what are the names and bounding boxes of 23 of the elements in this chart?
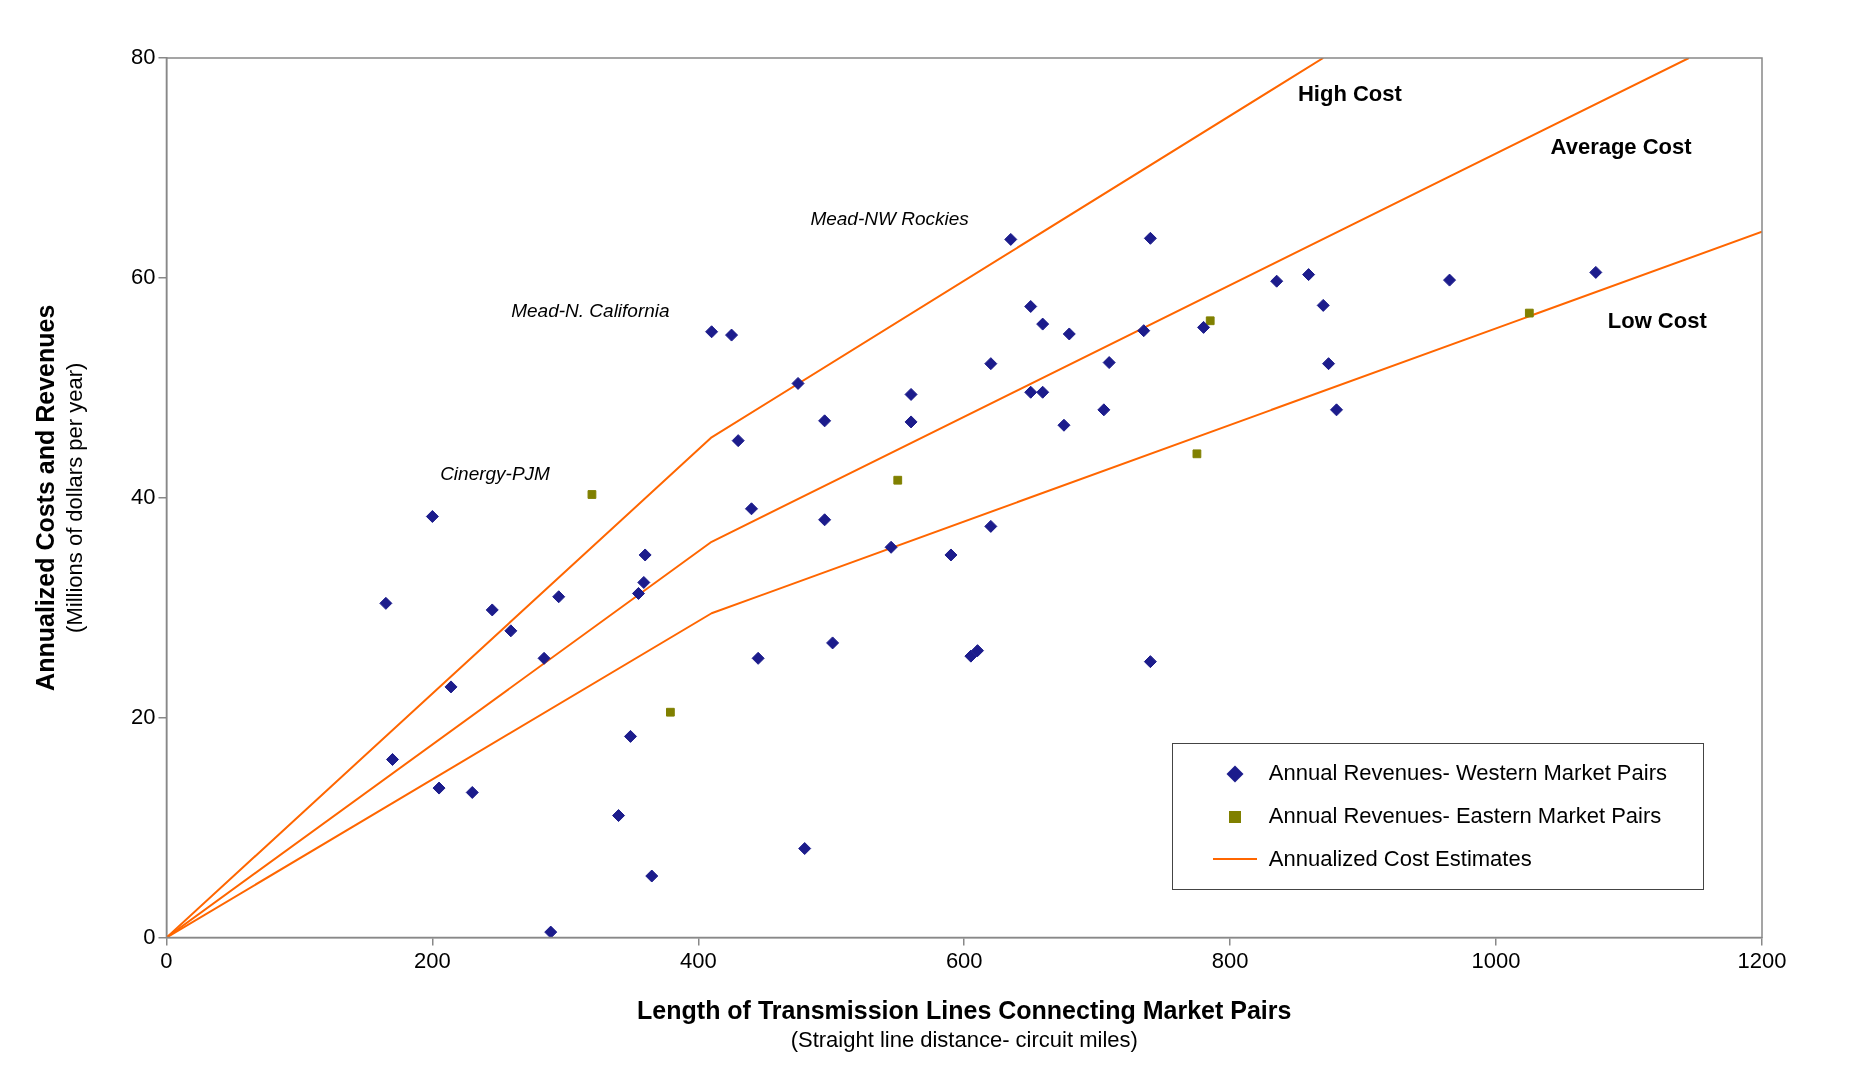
x-tick-label: 0 — [160, 947, 173, 973]
x-tick-label: 1200 — [1737, 947, 1787, 973]
legend-label: Annualized Cost Estimates — [1268, 846, 1532, 873]
x-tick-label: 400 — [679, 947, 717, 973]
y-tick-label: 40 — [130, 483, 156, 509]
x-tick-label: 600 — [945, 947, 983, 973]
annotation: Mead-N. California — [511, 300, 670, 322]
y-axis-title: Annualized Costs and Revenues (Millions of dollars per year) — [30, 304, 87, 691]
legend-label: Annual Revenues- Eastern Market Pairs — [1268, 803, 1662, 830]
annotation: High Cost — [1297, 81, 1403, 107]
legend-label: Annual Revenues- Western Market Pairs — [1268, 760, 1667, 787]
x-tick-label: 200 — [414, 947, 451, 973]
annotation: Cinergy-PJM — [440, 462, 551, 484]
annotation: Average Cost — [1550, 134, 1693, 160]
annotation: Mead-NW Rockies — [810, 207, 970, 229]
x-axis-title: Length of Transmission Lines Connecting Market Pairs (Straight line distance- circuit miles) — [637, 995, 1292, 1052]
x-tick-label: 1000 — [1471, 947, 1521, 973]
y-tick-label: 80 — [130, 44, 156, 70]
y-tick-label: 60 — [130, 263, 156, 289]
y-tick-label: 20 — [130, 703, 156, 729]
x-tick-label: 800 — [1211, 947, 1249, 973]
annotation: Low Cost — [1607, 307, 1708, 333]
y-tick-label: 0 — [143, 923, 156, 949]
